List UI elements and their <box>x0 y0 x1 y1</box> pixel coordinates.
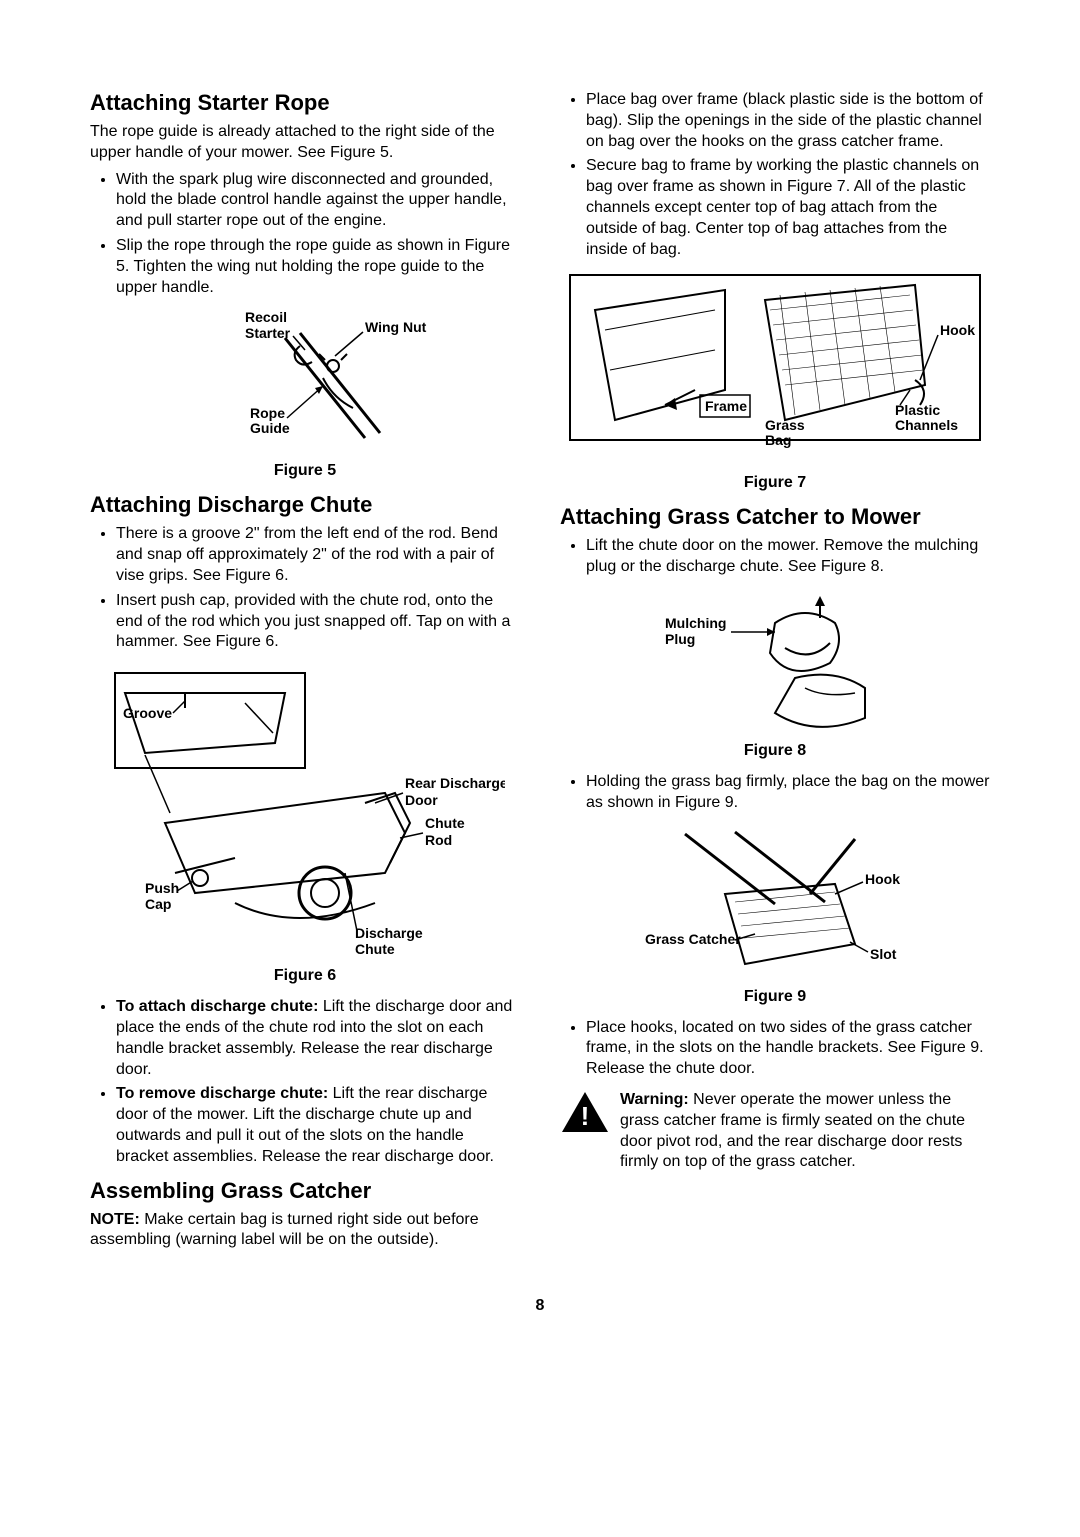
figure-6: Groove Rear Discharge Door Chute <box>90 663 520 985</box>
figure-9: Hook Slot Grass Catcher Figure 9 <box>560 824 990 1006</box>
fig5-label-starter: Starter <box>245 325 291 341</box>
list-item: Place bag over frame (black plastic side… <box>586 90 990 152</box>
fig9-label-hook: Hook <box>865 871 900 887</box>
list-item: Secure bag to frame by working the plast… <box>586 156 990 260</box>
figure-8-caption: Figure 8 <box>560 742 990 760</box>
bold-run: To attach discharge chute: <box>116 998 318 1015</box>
figure-5-caption: Figure 5 <box>90 462 520 480</box>
list-discharge-1: There is a groove 2" from the left end o… <box>90 524 520 653</box>
fig6-label-chute: Chute <box>425 815 465 831</box>
intro-starter-rope: The rope guide is already attached to th… <box>90 122 520 164</box>
heading-attach-catcher: Attaching Grass Catcher to Mower <box>560 504 990 530</box>
figure-7: Frame Hook <box>560 270 990 492</box>
figure-8: Mulching Plug Figure 8 <box>560 588 990 760</box>
fig6-label-door: Door <box>405 792 438 808</box>
page-number: 8 <box>0 1297 1080 1345</box>
list-attach-2: Holding the grass bag firmly, place the … <box>560 772 990 814</box>
fig6-label-discharge: Discharge <box>355 925 423 941</box>
heading-grass-catcher-assemble: Assembling Grass Catcher <box>90 1178 520 1204</box>
bold-run: NOTE: <box>90 1211 140 1228</box>
page: Attaching Starter Rope The rope guide is… <box>0 0 1080 1297</box>
warning-icon: ! <box>560 1090 610 1140</box>
figure-6-caption: Figure 6 <box>90 967 520 985</box>
fig6-label-chute2: Chute <box>355 941 395 957</box>
list-bag-frame: Place bag over frame (black plastic side… <box>560 90 990 260</box>
right-column: Place bag over frame (black plastic side… <box>560 90 990 1257</box>
warning-text: Warning: Never operate the mower unless … <box>620 1090 990 1173</box>
list-item: Slip the rope through the rope guide as … <box>116 236 520 298</box>
warning-block: ! Warning: Never operate the mower unles… <box>560 1090 990 1179</box>
list-item: With the spark plug wire disconnected an… <box>116 170 520 232</box>
list-item: There is a groove 2" from the left end o… <box>116 524 520 586</box>
fig7-label-plastic: Plastic <box>895 402 940 418</box>
left-column: Attaching Starter Rope The rope guide is… <box>90 90 520 1257</box>
fig7-label-hook: Hook <box>940 322 975 338</box>
text-run: Make certain bag is turned right side ou… <box>90 1211 479 1249</box>
fig6-label-cap: Cap <box>145 896 171 912</box>
fig7-label-grass: Grass <box>765 417 805 433</box>
fig7-label-channels: Channels <box>895 417 958 433</box>
fig5-label-rope: Rope <box>250 405 285 421</box>
heading-discharge-chute: Attaching Discharge Chute <box>90 492 520 518</box>
heading-starter-rope: Attaching Starter Rope <box>90 90 520 116</box>
fig9-label-slot: Slot <box>870 946 897 962</box>
fig7-label-bag: Bag <box>765 432 791 448</box>
note-grass-catcher: NOTE: Make certain bag is turned right s… <box>90 1210 520 1252</box>
bold-run: Warning: <box>620 1091 689 1108</box>
list-discharge-2: To attach discharge chute: Lift the disc… <box>90 997 520 1167</box>
list-item: To remove discharge chute: Lift the rear… <box>116 1084 520 1167</box>
figure-7-caption: Figure 7 <box>560 474 990 492</box>
fig8-label-mulching: Mulching <box>665 615 726 631</box>
list-starter-rope: With the spark plug wire disconnected an… <box>90 170 520 299</box>
fig6-label-rear: Rear Discharge <box>405 775 505 791</box>
fig6-label-push: Push <box>145 880 179 896</box>
fig9-label-grass: Grass Catcher <box>645 931 741 947</box>
figure-5: Recoil Starter Wing Nut Rope Guide <box>90 308 520 480</box>
fig7-label-frame: Frame <box>705 398 747 414</box>
fig6-label-rod: Rod <box>425 832 452 848</box>
bold-run: To remove discharge chute: <box>116 1085 328 1102</box>
list-attach-1: Lift the chute door on the mower. Remove… <box>560 536 990 578</box>
fig5-label-wingnut: Wing Nut <box>365 319 427 335</box>
figure-9-caption: Figure 9 <box>560 988 990 1006</box>
list-item: Lift the chute door on the mower. Remove… <box>586 536 990 578</box>
list-item: Insert push cap, provided with the chute… <box>116 591 520 653</box>
list-item: Holding the grass bag firmly, place the … <box>586 772 990 814</box>
fig5-label-guide: Guide <box>250 420 290 436</box>
list-item: Place hooks, located on two sides of the… <box>586 1018 990 1080</box>
list-attach-3: Place hooks, located on two sides of the… <box>560 1018 990 1080</box>
list-item: To attach discharge chute: Lift the disc… <box>116 997 520 1080</box>
fig6-label-groove: Groove <box>123 705 172 721</box>
fig5-label-recoil: Recoil <box>245 309 287 325</box>
fig8-label-plug: Plug <box>665 631 695 647</box>
svg-text:!: ! <box>581 1101 590 1131</box>
